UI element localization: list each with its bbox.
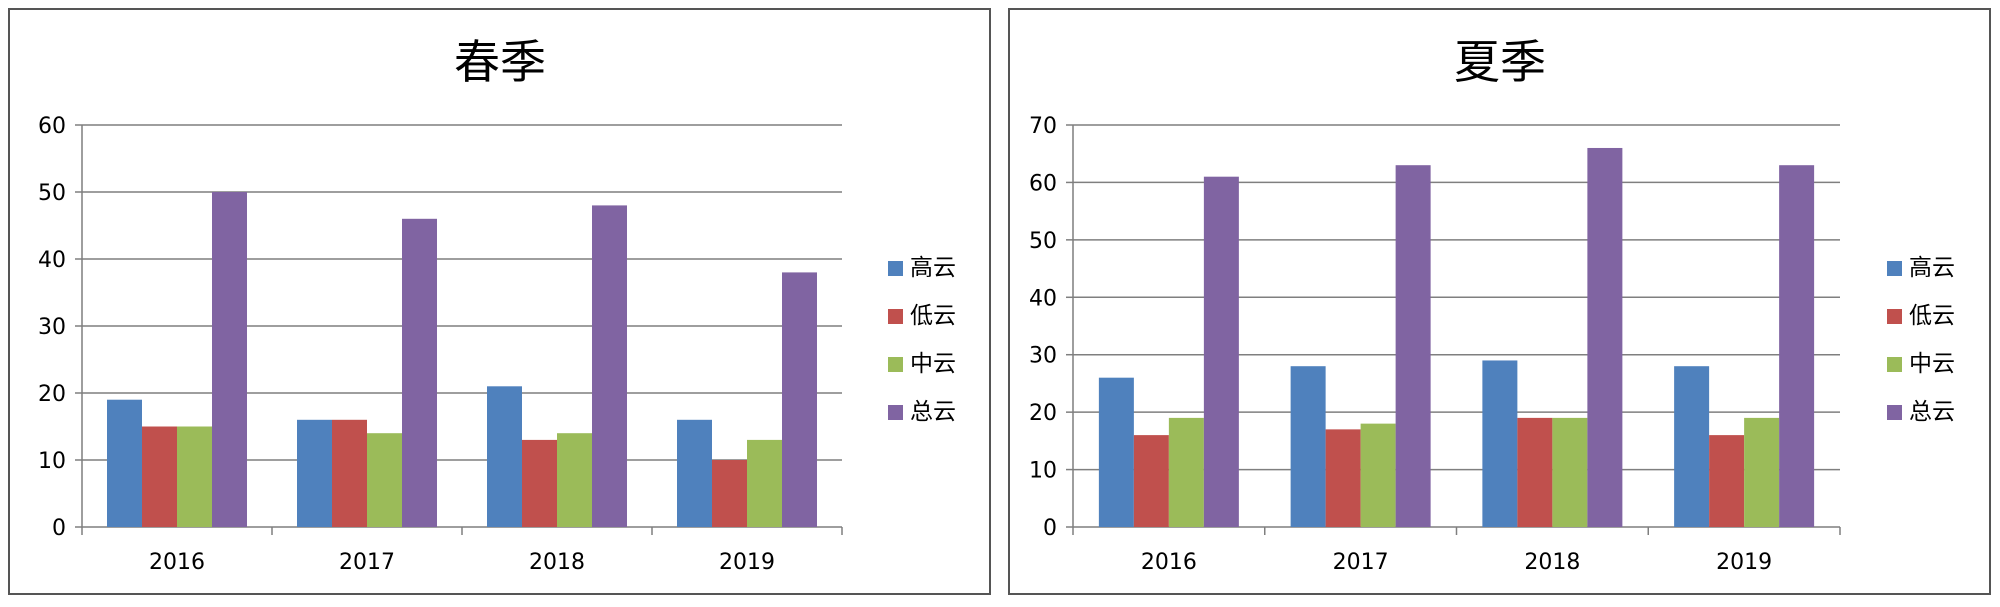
y-tick-label: 60: [1029, 171, 1057, 196]
x-tick-label: 2016: [1141, 550, 1197, 575]
y-tick-label: 0: [52, 516, 66, 541]
bar: [142, 426, 177, 527]
bar: [747, 439, 782, 527]
legend-label: 总云: [910, 399, 956, 425]
bar: [1360, 423, 1396, 527]
y-tick-label: 70: [1029, 114, 1057, 139]
bar: [782, 272, 817, 527]
y-tick-label: 30: [1029, 344, 1057, 369]
y-tick-label: 50: [1029, 229, 1057, 254]
bar: [107, 399, 142, 527]
bar: [297, 419, 332, 527]
bar: [367, 433, 402, 527]
y-tick-label: 0: [1043, 516, 1057, 541]
bar: [557, 433, 592, 527]
plot-area: 0 10 20 30 40 50 60 70 2016 2017 2018 2019: [1029, 114, 1841, 575]
bar: [332, 419, 367, 527]
bar: [487, 386, 522, 527]
bar: [1290, 366, 1326, 527]
bar: [177, 426, 212, 527]
legend-label: 中云: [1909, 351, 1955, 377]
bar: [592, 205, 627, 527]
bar: [677, 419, 712, 527]
bar: [402, 218, 437, 528]
bar: [1744, 417, 1780, 527]
legend-swatch: [888, 405, 903, 420]
x-tick-label: 2017: [339, 550, 395, 575]
bar: [1098, 377, 1134, 527]
bar: [1133, 435, 1169, 527]
legend-swatch: [1887, 357, 1902, 372]
y-tick-label: 60: [38, 114, 66, 139]
legend-label: 中云: [910, 351, 956, 377]
legend-label: 高云: [910, 255, 956, 281]
bar: [1168, 417, 1204, 527]
bar: [1517, 417, 1553, 527]
x-tick-label: 2019: [1716, 550, 1772, 575]
x-tick-label: 2018: [1524, 550, 1580, 575]
bar: [1779, 165, 1815, 527]
legend-swatch: [1887, 405, 1902, 420]
legend-swatch: [1887, 261, 1902, 276]
legend-label: 低云: [910, 303, 956, 329]
bar: [1674, 366, 1710, 527]
legend-label: 低云: [1909, 303, 1955, 329]
y-tick-label: 20: [1029, 401, 1057, 426]
legend-swatch: [888, 261, 903, 276]
bar: [522, 439, 557, 527]
chart-panel-summer: 夏季 0 10 20 30 40 50 60 70 2016 2017 2018 2019 高云低云中…: [1008, 8, 1991, 595]
y-tick-label: 10: [38, 449, 66, 474]
y-tick-label: 50: [38, 181, 66, 206]
plot-area: 0 10 20 30 40 50 60 2016 2017 2018 2019: [38, 114, 843, 575]
chart-panel-spring: 春季 0 10 20 30 40 50 60 2016 2017 2018 2019 高云低云中云总…: [8, 8, 991, 595]
x-tick-label: 2019: [719, 550, 775, 575]
chart-title: 春季: [454, 35, 546, 89]
legend-swatch: [888, 357, 903, 372]
chart-title: 夏季: [1454, 35, 1546, 89]
y-tick-label: 40: [38, 248, 66, 273]
legend-swatch: [888, 309, 903, 324]
bar: [712, 460, 747, 527]
bar: [1709, 435, 1745, 527]
x-tick-label: 2016: [149, 550, 205, 575]
bar: [1552, 417, 1588, 527]
y-tick-label: 40: [1029, 286, 1057, 311]
legend-swatch: [1887, 309, 1902, 324]
legend-label: 总云: [1909, 399, 1955, 425]
bar: [1482, 360, 1518, 527]
bar: [212, 192, 247, 527]
legend-label: 高云: [1909, 255, 1955, 281]
bar: [1587, 147, 1623, 527]
bar: [1395, 165, 1431, 527]
y-tick-label: 10: [1029, 459, 1057, 484]
y-tick-label: 30: [38, 315, 66, 340]
bar: [1203, 176, 1239, 527]
y-tick-label: 20: [38, 382, 66, 407]
bar: [1325, 429, 1361, 527]
x-tick-label: 2017: [1333, 550, 1389, 575]
x-tick-label: 2018: [529, 550, 585, 575]
